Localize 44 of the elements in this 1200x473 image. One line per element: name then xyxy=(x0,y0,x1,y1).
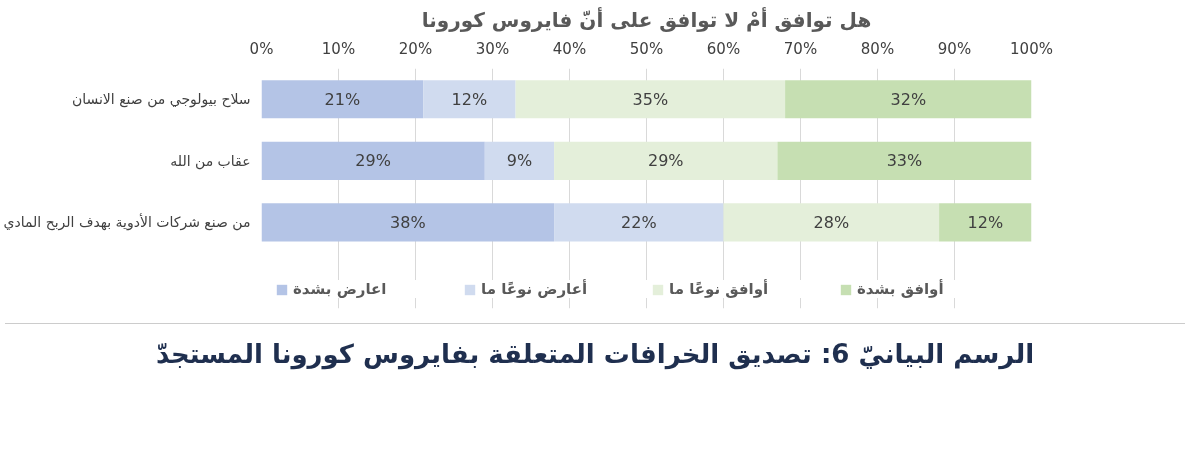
data-label: 35% xyxy=(632,89,669,109)
x-tick-label: 80% xyxy=(860,39,895,58)
data-label: 32% xyxy=(890,89,927,109)
x-tick-label: 40% xyxy=(552,39,587,58)
bar xyxy=(939,203,1032,242)
data-label: 9% xyxy=(506,151,533,171)
data-label: 33% xyxy=(886,151,923,171)
bar xyxy=(515,80,786,119)
data-label: 29% xyxy=(647,151,684,171)
bar xyxy=(554,203,724,242)
legend-label: أعارض نوعًا ما xyxy=(481,280,589,298)
bar xyxy=(723,203,940,242)
bar xyxy=(261,141,485,180)
x-tick-label: 50% xyxy=(629,39,664,58)
y-tick-label: سلاح بيولوجي من صنع الانسان xyxy=(71,91,251,109)
x-tick-label: 90% xyxy=(937,39,972,58)
x-tick-label: 0% xyxy=(249,39,274,58)
bar xyxy=(785,80,1032,119)
x-tick-label: 100% xyxy=(1010,39,1053,58)
data-label: 12% xyxy=(451,89,488,109)
bar xyxy=(484,141,555,180)
x-tick-label: 60% xyxy=(706,39,741,58)
bar xyxy=(777,141,1032,180)
data-label: 29% xyxy=(355,151,391,171)
x-tick-label: 10% xyxy=(321,39,356,58)
legend-label: أوافق بشدة xyxy=(857,280,945,298)
y-tick-label: من صنع شركات الأدوية بهدف الربح المادي xyxy=(3,213,251,232)
legend-label: أوافق نوعًا ما xyxy=(669,280,770,298)
x-tick-label: 70% xyxy=(783,39,818,58)
data-label: 21% xyxy=(324,89,361,109)
chart-title: هل توافق أمْ لا توافق على أنّ فايروس كورونا xyxy=(421,5,872,32)
data-label: 38% xyxy=(390,212,426,232)
y-tick-label: عقاب من الله xyxy=(170,152,251,170)
bar xyxy=(423,80,516,119)
x-tick-label: 20% xyxy=(398,39,433,58)
text: الرسم البيانيّ 6: تصديق الخرافات المتعلقة بفايروس كورونا المستجدّ xyxy=(5,323,1185,374)
bar xyxy=(261,80,424,119)
legend-label: اعارض بشدة xyxy=(293,280,388,298)
data-label: 12% xyxy=(967,212,1004,232)
data-label: 22% xyxy=(621,212,657,232)
x-tick-label: 30% xyxy=(475,39,510,58)
bar xyxy=(554,141,778,180)
bar xyxy=(261,203,555,242)
data-label: 28% xyxy=(813,212,850,232)
